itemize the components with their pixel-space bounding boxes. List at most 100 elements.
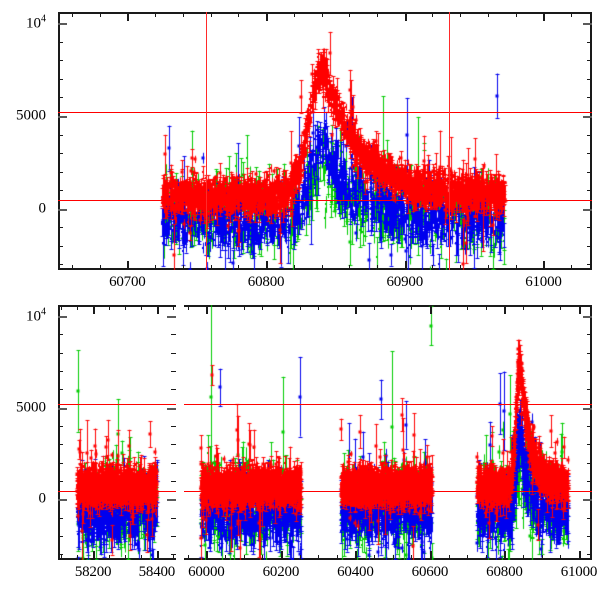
axis-tick (293, 265, 295, 270)
axis-tick (467, 305, 469, 310)
axis-tick (299, 555, 301, 560)
axis-tick (587, 426, 592, 428)
axis-tick (583, 23, 592, 26)
x-tick-label: 61000 (525, 274, 562, 290)
axis-tick (224, 555, 226, 560)
axis-tick (140, 555, 142, 560)
x-tick-label: 60400 (337, 564, 374, 580)
y-tick-label: 5000 (16, 107, 46, 124)
y-tick-label: 104 (26, 13, 46, 32)
axis-tick (58, 264, 63, 266)
axis-tick (571, 265, 573, 270)
axis-tick (355, 551, 358, 560)
axis-tick (541, 305, 543, 310)
axis-tick (58, 389, 63, 391)
axis-tick (266, 12, 269, 21)
axis-tick (58, 462, 63, 464)
axis-tick (541, 555, 543, 560)
axis-tick (587, 389, 592, 391)
axis-tick (71, 265, 73, 270)
x-tick-label: 58400 (138, 564, 176, 580)
axis-tick (504, 551, 507, 560)
axis-tick (583, 208, 592, 211)
axis-tick (99, 265, 101, 270)
axis-tick (58, 115, 67, 118)
axis-tick (171, 389, 176, 391)
axis-tick (171, 536, 176, 538)
axis-tick (58, 97, 63, 99)
axis-tick (171, 554, 176, 556)
axis-tick (58, 316, 67, 318)
axis-tick (262, 305, 264, 310)
axis-tick (578, 551, 581, 560)
axis-tick (583, 316, 592, 318)
axis-tick (109, 305, 111, 310)
axis-tick (560, 305, 562, 310)
axis-tick (487, 12, 489, 17)
axis-tick (182, 12, 184, 17)
axis-tick (124, 305, 126, 310)
axis-tick (571, 12, 573, 17)
axis-tick (171, 462, 176, 464)
axis-tick (485, 555, 487, 560)
axis-tick (587, 334, 592, 336)
x-tick-label: 60200 (262, 564, 300, 580)
axis-tick (587, 245, 592, 247)
axis-tick (124, 555, 126, 560)
axis-tick (429, 305, 432, 314)
axis-tick (587, 444, 592, 446)
bottom-panel-segment-1-overlay (58, 305, 176, 560)
axis-tick (156, 551, 159, 560)
axis-tick (377, 12, 378, 17)
axis-tick (58, 444, 63, 446)
axis-tick (432, 12, 434, 17)
axis-tick (127, 12, 130, 21)
axis-tick (448, 305, 450, 310)
axis-tick (171, 352, 176, 354)
axis-tick (77, 305, 79, 310)
axis-tick (127, 261, 130, 270)
axis-tick (280, 551, 283, 560)
axis-tick (487, 265, 489, 270)
axis-tick (58, 23, 67, 26)
axis-tick (93, 551, 96, 560)
bottom-panel-segment-1-ticks (58, 305, 176, 560)
axis-tick (140, 305, 142, 310)
axis-tick (587, 462, 592, 464)
x-tick-label: 60800 (486, 564, 523, 580)
axis-tick (583, 115, 592, 118)
axis-tick (587, 97, 592, 99)
axis-tick (187, 305, 189, 310)
axis-tick (336, 305, 338, 310)
axis-tick (587, 536, 592, 538)
axis-tick (429, 551, 432, 560)
axis-tick (58, 499, 67, 502)
axis-tick (587, 171, 592, 173)
axis-tick (171, 371, 176, 373)
axis-tick (58, 334, 63, 336)
axis-tick (77, 555, 79, 560)
axis-tick (583, 499, 592, 502)
bottom-panel-segment-2 (184, 305, 592, 560)
axis-tick (349, 12, 351, 17)
axis-tick (432, 265, 434, 270)
axis-tick (293, 12, 295, 17)
axis-tick (515, 265, 517, 270)
axis-tick (460, 12, 462, 17)
axis-tick (238, 12, 240, 17)
axis-tick (587, 78, 592, 80)
axis-tick (587, 371, 592, 373)
axis-tick (224, 305, 226, 310)
x-tick-label: 60000 (188, 564, 225, 580)
top-panel-overlay (58, 12, 592, 270)
axis-tick (485, 305, 487, 310)
axis-tick (71, 12, 73, 17)
axis-tick (587, 554, 592, 556)
axis-tick (171, 481, 176, 483)
axis-tick (515, 12, 517, 17)
axis-tick (587, 227, 592, 229)
axis-tick (318, 305, 320, 310)
axis-tick (578, 305, 581, 314)
axis-tick (58, 134, 63, 136)
